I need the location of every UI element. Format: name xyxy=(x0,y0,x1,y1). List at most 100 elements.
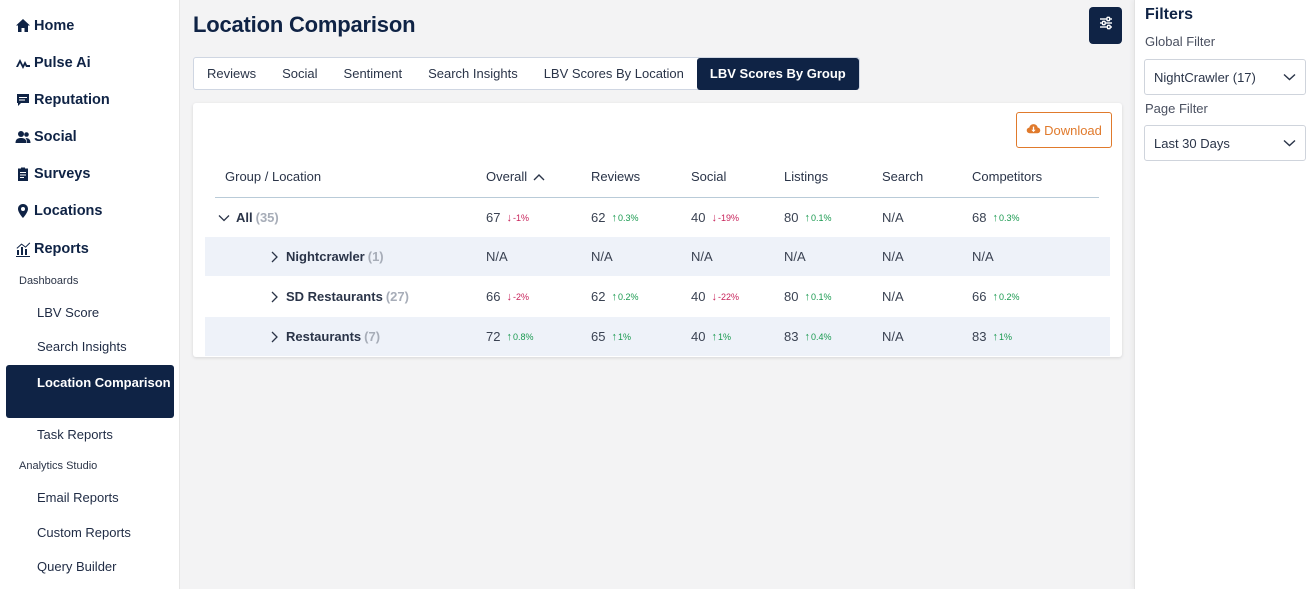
score-delta: ↑ 0.3% xyxy=(992,212,1019,224)
col-group-location[interactable]: Group / Location xyxy=(225,169,322,184)
chart-icon xyxy=(14,240,32,258)
sidebar-item-query-builder[interactable]: Query Builder xyxy=(37,559,117,574)
table-row[interactable]: Restaurants (7) 72 ↑ 0.8% 65 ↑ 1% 40 ↑ 1% 83 ↑ 0.4% N/… xyxy=(205,317,1110,356)
chevron-down-icon[interactable] xyxy=(217,211,231,225)
score-delta-value: 0.2% xyxy=(617,291,639,302)
row-name-cell: Restaurants (7) xyxy=(267,317,380,356)
score-cell: N/A xyxy=(972,237,994,276)
tab-reviews[interactable]: Reviews xyxy=(207,66,257,81)
score-delta: ↑ 1% xyxy=(992,331,1012,343)
sort-asc-icon xyxy=(533,173,545,180)
score-cell: 80 ↑ 0.1% xyxy=(784,277,831,316)
home-icon xyxy=(14,17,32,35)
page-filter-value: Last 30 Days xyxy=(1154,135,1230,151)
row-name: SD Restaurants (27) xyxy=(267,289,409,304)
score-delta-value: 1% xyxy=(617,331,631,342)
score-delta-value: -2% xyxy=(512,291,529,302)
comparison-card: Download Group / Location Overall Review… xyxy=(193,103,1122,357)
chevron-down-icon xyxy=(1283,73,1296,81)
section-dashboards: Dashboards xyxy=(19,275,79,287)
col-competitors[interactable]: Competitors xyxy=(972,169,1043,184)
score-cell: 83 ↑ 1% xyxy=(972,317,1012,356)
score-value: N/A xyxy=(691,249,713,264)
chevron-right-icon[interactable] xyxy=(267,330,281,344)
row-name-cell: Nightcrawler (1) xyxy=(267,237,384,276)
score-delta-value: 0.3% xyxy=(998,212,1020,223)
sidebar-item-search-insights[interactable]: Search Insights xyxy=(37,339,127,354)
arrow-up-icon: ↑ xyxy=(711,330,717,343)
score-cell: 40 ↑ 1% xyxy=(691,317,731,356)
arrow-down-icon: ↓ xyxy=(711,211,717,224)
tab-lbv-scores-by-location[interactable]: LBV Scores By Location xyxy=(543,66,684,81)
table-row[interactable]: SD Restaurants (27) 66 ↓ -2% 62 ↑ 0.2% 40 ↓ -22% 80… xyxy=(205,277,1110,316)
score-delta-value: 0.3% xyxy=(617,212,639,223)
score-value: N/A xyxy=(882,329,904,344)
score-delta-value: 0.4% xyxy=(810,331,832,342)
score-cell: N/A xyxy=(882,237,904,276)
col-overall[interactable]: Overall xyxy=(486,169,545,184)
score-value: 62 xyxy=(591,289,606,304)
score-value: N/A xyxy=(784,249,806,264)
score-delta-value: -19% xyxy=(717,212,739,223)
nav-locations[interactable]: Locations xyxy=(14,200,102,222)
col-social[interactable]: Social xyxy=(691,169,727,184)
sidebar-item-task-reports[interactable]: Task Reports xyxy=(37,427,113,442)
score-cell: N/A xyxy=(691,237,713,276)
arrow-down-icon: ↓ xyxy=(506,211,512,224)
row-label: Restaurants xyxy=(286,329,362,344)
page-filter-select[interactable]: Last 30 Days xyxy=(1144,125,1306,161)
nav-pulse-ai[interactable]: Pulse Ai xyxy=(14,52,91,74)
sidebar-item-email-reports[interactable]: Email Reports xyxy=(37,490,119,505)
arrow-down-icon: ↓ xyxy=(711,290,717,303)
tab-sentiment[interactable]: Sentiment xyxy=(343,66,403,81)
download-button[interactable]: Download xyxy=(1016,112,1112,148)
arrow-up-icon: ↑ xyxy=(804,211,810,224)
score-delta: ↑ 0.1% xyxy=(804,291,831,303)
nav-home[interactable]: Home xyxy=(14,15,74,37)
nav-reports[interactable]: Reports xyxy=(14,238,89,260)
score-value: N/A xyxy=(486,249,508,264)
score-delta-value: 0.1% xyxy=(810,212,832,223)
nav-surveys[interactable]: Surveys xyxy=(14,163,90,185)
sidebar-item-lbv-score[interactable]: LBV Score xyxy=(37,305,100,320)
arrow-up-icon: ↑ xyxy=(804,290,810,303)
global-filter-select[interactable]: NightCrawler (17) xyxy=(1144,59,1306,95)
score-cell: 65 ↑ 1% xyxy=(591,317,631,356)
score-delta-value: -22% xyxy=(717,291,739,302)
tab-lbv-scores-by-group[interactable]: LBV Scores By Group xyxy=(696,57,859,90)
cloud-download-icon xyxy=(1026,121,1044,139)
sidebar-item-custom-reports[interactable]: Custom Reports xyxy=(37,525,131,540)
tab-social[interactable]: Social xyxy=(282,66,318,81)
score-delta-value: -1% xyxy=(512,212,529,223)
score-value: 67 xyxy=(486,210,501,225)
score-value: N/A xyxy=(882,249,904,264)
score-value: 66 xyxy=(486,289,501,304)
nav-social[interactable]: Social xyxy=(14,126,77,148)
col-reviews[interactable]: Reviews xyxy=(591,169,641,184)
filters-title: Filters xyxy=(1145,6,1194,23)
col-listings[interactable]: Listings xyxy=(784,169,829,184)
comment-icon xyxy=(14,91,32,109)
chevron-right-icon[interactable] xyxy=(267,290,281,304)
row-count: (35) xyxy=(255,210,279,225)
tab-bar: Reviews Social Sentiment Search Insights… xyxy=(193,57,860,90)
nav-home-label: Home xyxy=(34,18,75,34)
download-label: Download xyxy=(1044,122,1102,138)
chevron-right-icon[interactable] xyxy=(267,250,281,264)
table-row[interactable]: Nightcrawler (1) N/A N/A N/A N/A N/A N/A xyxy=(205,237,1110,276)
settings-button[interactable] xyxy=(1089,7,1122,44)
chevron-down-icon xyxy=(1283,139,1296,147)
table-row[interactable]: All (35) 67 ↓ -1% 62 ↑ 0.3% 40 ↓ -19% 80 ↑ 0.1% N/A 68 ↑… xyxy=(205,198,1110,237)
section-analytics-studio: Analytics Studio xyxy=(19,460,98,472)
score-value: 40 xyxy=(691,329,706,344)
sidebar-item-location-comparison[interactable]: Location Comparison xyxy=(6,365,174,418)
col-search[interactable]: Search xyxy=(882,169,924,184)
sliders-icon xyxy=(1098,15,1114,36)
arrow-up-icon: ↑ xyxy=(611,290,617,303)
tab-search-insights[interactable]: Search Insights xyxy=(428,66,518,81)
filters-panel: Filters Global Filter NightCrawler (17) … xyxy=(1134,0,1315,589)
row-count: (1) xyxy=(367,249,384,264)
score-cell: 40 ↓ -19% xyxy=(691,198,739,237)
users-icon xyxy=(14,128,32,146)
nav-reputation[interactable]: Reputation xyxy=(14,89,110,111)
